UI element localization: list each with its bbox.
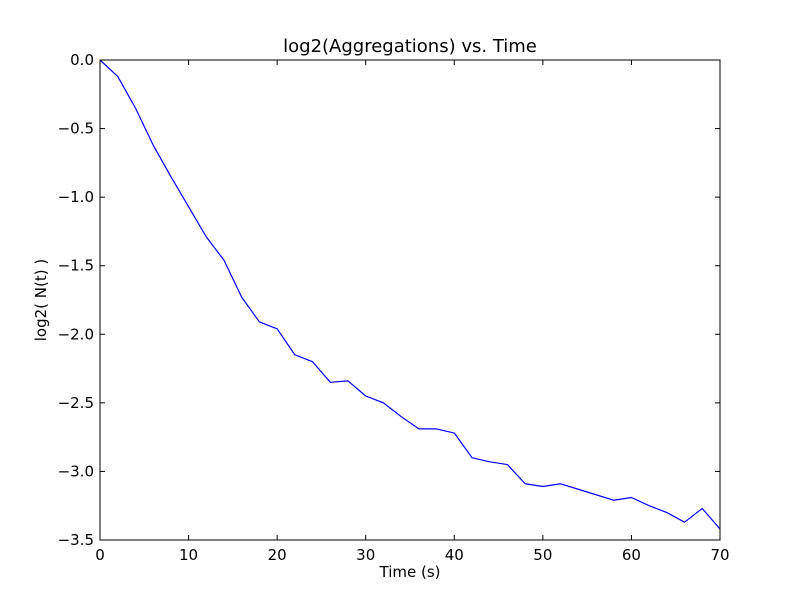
x-tick-label: 40 <box>445 546 464 564</box>
plot-area: 0 10 20 30 40 50 60 70 0.0 −0.5 −1.0 −1.5 −2.0 −2.5 −3… <box>58 51 730 564</box>
x-tick-label: 60 <box>622 546 641 564</box>
chart-title: log2(Aggregations) vs. Time <box>283 36 537 57</box>
y-tick-label: −2.0 <box>58 325 94 343</box>
y-tick-label: −3.0 <box>58 462 94 480</box>
x-axis-label: Time (s) <box>379 563 441 581</box>
series-line <box>99 59 721 530</box>
y-axis-label: log2( N(t) ) <box>32 259 50 341</box>
y-tick-label: −1.5 <box>58 257 94 275</box>
x-tick-label: 20 <box>268 546 287 564</box>
x-tick-label: 10 <box>179 546 198 564</box>
y-tick-label: −2.5 <box>58 394 94 412</box>
x-tick-label: 50 <box>533 546 552 564</box>
y-tick-label: −3.5 <box>58 531 94 549</box>
x-tick-label: 70 <box>710 546 729 564</box>
x-tick-label: 0 <box>95 546 105 564</box>
y-tick-label: −0.5 <box>58 120 94 138</box>
y-tick-label: 0.0 <box>70 51 94 69</box>
y-tick-label: −1.0 <box>58 188 94 206</box>
x-tick-label: 30 <box>356 546 375 564</box>
plot-frame <box>99 59 721 541</box>
